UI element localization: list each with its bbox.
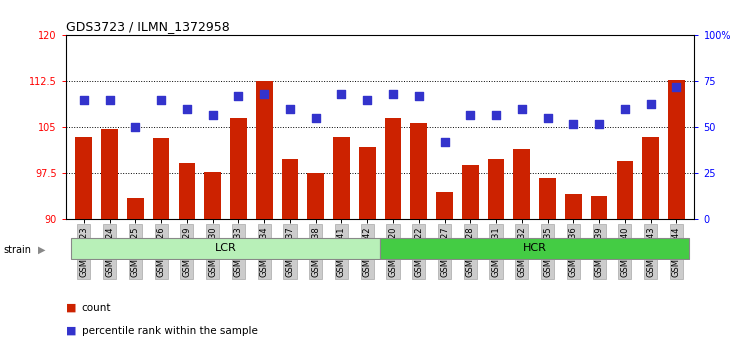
Point xyxy=(413,93,425,99)
Point xyxy=(104,97,115,103)
Point xyxy=(670,84,682,90)
Bar xyxy=(307,173,324,219)
Bar xyxy=(333,137,350,219)
Point xyxy=(361,97,373,103)
Bar xyxy=(204,172,221,219)
Point xyxy=(645,101,656,106)
Text: GDS3723 / ILMN_1372958: GDS3723 / ILMN_1372958 xyxy=(66,20,230,33)
Bar xyxy=(230,118,247,219)
Point xyxy=(464,112,476,118)
Bar xyxy=(616,161,633,219)
Bar xyxy=(668,80,685,219)
Bar xyxy=(488,159,504,219)
Bar xyxy=(565,194,582,219)
Bar xyxy=(75,137,92,219)
Point xyxy=(284,106,296,112)
Text: HCR: HCR xyxy=(523,243,547,253)
Text: strain: strain xyxy=(4,245,31,255)
Point xyxy=(516,106,528,112)
Bar xyxy=(385,118,401,219)
Text: ■: ■ xyxy=(66,326,76,336)
Point xyxy=(78,97,90,103)
Point xyxy=(232,93,244,99)
Bar xyxy=(101,129,118,219)
Point xyxy=(387,91,399,97)
Text: ▶: ▶ xyxy=(38,245,45,255)
Bar xyxy=(591,196,607,219)
Bar xyxy=(256,81,273,219)
Point xyxy=(258,91,270,97)
Text: percentile rank within the sample: percentile rank within the sample xyxy=(82,326,258,336)
Bar xyxy=(153,138,170,219)
Bar xyxy=(127,198,144,219)
Point xyxy=(491,112,502,118)
FancyBboxPatch shape xyxy=(71,238,380,259)
Text: LCR: LCR xyxy=(215,243,236,253)
FancyBboxPatch shape xyxy=(380,238,689,259)
Point xyxy=(310,115,322,121)
Bar xyxy=(178,163,195,219)
Point xyxy=(336,91,347,97)
Point xyxy=(567,121,579,127)
Bar xyxy=(462,165,479,219)
Point xyxy=(439,139,450,145)
Point xyxy=(594,121,605,127)
Bar xyxy=(436,192,453,219)
Bar xyxy=(539,178,556,219)
Bar xyxy=(513,149,530,219)
Point xyxy=(129,125,141,130)
Point xyxy=(619,106,631,112)
Bar xyxy=(281,159,298,219)
Bar xyxy=(410,122,427,219)
Point xyxy=(207,112,219,118)
Bar xyxy=(643,137,659,219)
Text: count: count xyxy=(82,303,111,313)
Point xyxy=(542,115,553,121)
Point xyxy=(181,106,193,112)
Text: ■: ■ xyxy=(66,303,76,313)
Point xyxy=(155,97,167,103)
Bar xyxy=(359,147,376,219)
